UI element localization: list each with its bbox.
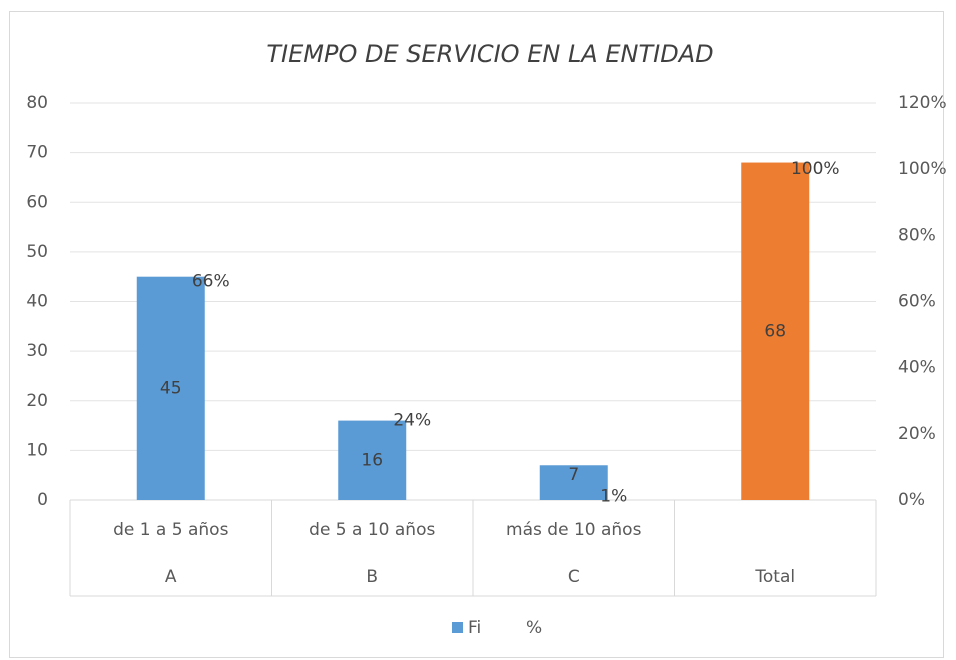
y-tick-label: 50 <box>26 242 48 262</box>
y-tick-label: 60 <box>26 192 48 212</box>
y2-tick-label: 40% <box>898 358 936 378</box>
x-tick-label: de 5 a 10 años <box>309 520 435 540</box>
x-tick-label: de 1 a 5 años <box>113 520 229 540</box>
x-tick-label: más de 10 años <box>506 520 642 540</box>
y2-tick-label: 20% <box>898 424 936 444</box>
y2-tick-label: 100% <box>898 159 947 179</box>
y-tick-label: 20 <box>26 391 48 411</box>
x-group-label: Total <box>754 567 795 587</box>
x-group-label: A <box>165 567 177 587</box>
data-label: 100% <box>791 159 840 179</box>
legend-swatch <box>452 622 463 633</box>
y2-tick-label: 0% <box>898 490 925 510</box>
y-tick-label: 70 <box>26 143 48 163</box>
x-group-label: C <box>568 567 580 587</box>
data-label: 45 <box>160 378 182 398</box>
data-label: 24% <box>393 411 431 431</box>
y-tick-label: 10 <box>26 440 48 460</box>
x-group-label: B <box>366 567 378 587</box>
bar <box>136 276 205 500</box>
bar <box>539 465 608 500</box>
bar <box>741 162 810 501</box>
y-tick-label: 80 <box>26 93 48 113</box>
data-label: 66% <box>192 272 230 292</box>
legend-label: % <box>526 618 542 638</box>
y-tick-label: 40 <box>26 292 48 312</box>
y2-tick-label: 80% <box>898 225 936 245</box>
data-label: 7 <box>568 465 579 485</box>
data-label: 1% <box>600 487 627 507</box>
data-label: 16 <box>361 450 383 470</box>
bar <box>338 420 407 500</box>
y-tick-label: 0 <box>37 490 48 510</box>
data-label: 68 <box>764 321 786 341</box>
chart-title: TIEMPO DE SERVICIO EN LA ENTIDAD <box>266 40 713 68</box>
y2-tick-label: 120% <box>898 93 947 113</box>
y2-tick-label: 60% <box>898 292 936 312</box>
legend-label: Fi <box>468 618 481 638</box>
y-tick-label: 30 <box>26 341 48 361</box>
